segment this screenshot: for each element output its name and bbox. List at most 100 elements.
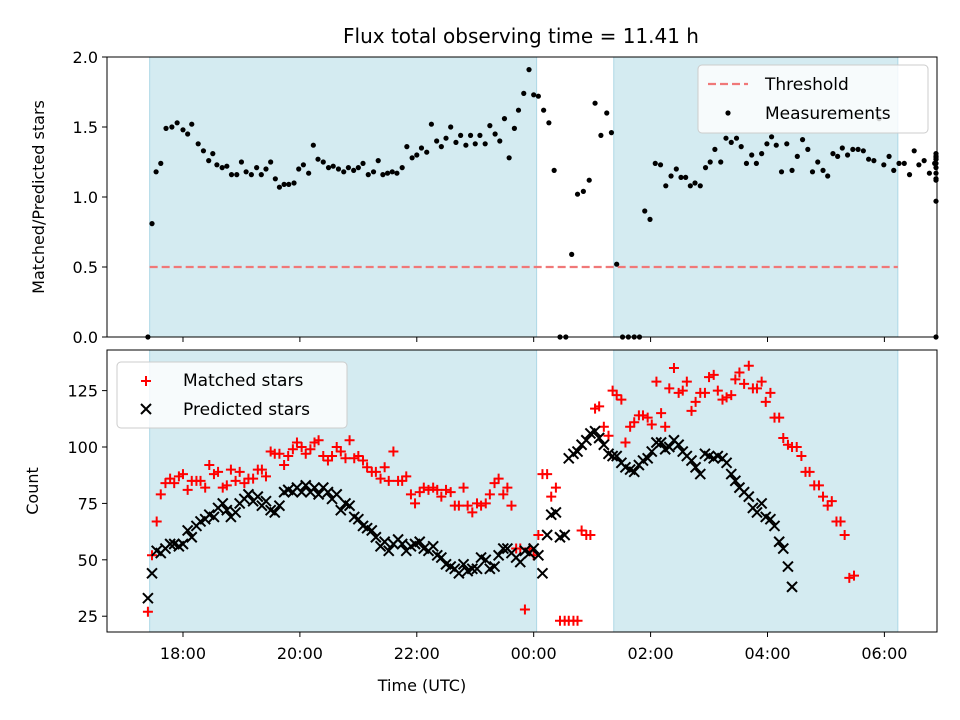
matched-star-point <box>169 478 180 489</box>
matched-star-point <box>358 455 369 466</box>
matched-star-point <box>436 491 447 502</box>
measurement-point <box>228 172 235 178</box>
shaded-region <box>149 57 537 337</box>
matched-star-point <box>296 442 307 453</box>
matched-star-point <box>730 374 741 385</box>
measurement-point <box>394 170 400 176</box>
predicted-star-point <box>610 450 623 462</box>
matched-star-point <box>804 466 815 477</box>
matched-star-point <box>340 453 351 464</box>
legend-box <box>116 361 348 429</box>
predicted-star-point <box>269 506 281 519</box>
matched-star-point <box>818 491 829 502</box>
measurement-point <box>206 158 212 164</box>
measurement-point <box>384 170 391 176</box>
matched-star-point <box>182 484 193 495</box>
matched-star-point <box>743 360 754 371</box>
measurement-point <box>180 127 186 133</box>
measurement-point <box>506 155 512 161</box>
predicted-star-point <box>743 490 755 503</box>
matched-star-point <box>585 529 596 540</box>
measurement-point <box>404 144 410 150</box>
predicted-star-point <box>331 488 343 501</box>
measurement-point <box>933 153 939 159</box>
matched-star-point <box>620 437 631 448</box>
measurement-point <box>773 142 779 148</box>
measurement-point <box>281 181 287 187</box>
measurement-point <box>195 141 201 147</box>
matched-star-point <box>383 475 394 486</box>
predicted-star-point <box>641 452 654 464</box>
measurement-point <box>614 261 620 267</box>
matched-star-point <box>826 496 837 507</box>
predicted-star-point <box>471 563 483 575</box>
predicted-star-point <box>777 542 789 555</box>
matched-star-point <box>572 615 583 626</box>
matched-star-point <box>462 500 473 511</box>
measurement-point <box>351 167 357 173</box>
matched-star-point <box>401 471 412 482</box>
matched-star-point <box>195 475 206 486</box>
measurement-point <box>881 162 887 168</box>
measurement-point <box>200 148 207 154</box>
measurement-point <box>598 132 604 138</box>
measurement-point <box>428 121 435 127</box>
measurement-point <box>291 180 297 186</box>
matched-star-point <box>844 572 855 583</box>
matched-star-point <box>467 507 478 518</box>
predicted-star-point <box>550 506 562 519</box>
legend-predicted-swatch <box>140 403 152 415</box>
legend-matched-label: Matched stars <box>183 371 303 391</box>
shaded-region <box>613 350 898 632</box>
count-panel-ylabel: Count <box>23 467 42 515</box>
measurement-point <box>778 169 785 175</box>
matched-star-point <box>260 471 271 482</box>
measurement-point <box>487 123 493 129</box>
matched-star-point <box>677 385 688 396</box>
count-panel-shading <box>149 350 899 632</box>
measurement-point <box>325 165 332 171</box>
measurement-point <box>438 144 444 150</box>
matched-star-point <box>796 451 807 462</box>
measurement-point <box>657 162 664 168</box>
x-tick-label: 00:00 <box>511 644 557 663</box>
matched-star-point <box>480 498 491 509</box>
measurement-point <box>764 141 770 147</box>
y-tick-label: 125 <box>67 382 98 401</box>
measurement-point <box>443 135 449 141</box>
measurement-point <box>652 160 658 166</box>
measurement-point <box>370 169 377 175</box>
matched-star-point <box>379 462 390 473</box>
measurement-point <box>933 165 939 171</box>
measurement-point <box>855 146 861 152</box>
matched-star-point <box>405 489 416 500</box>
predicted-star-point <box>628 466 640 478</box>
measurement-point <box>365 172 371 178</box>
measurement-point <box>933 177 939 183</box>
predicted-star-point <box>571 445 584 458</box>
predicted-star-point <box>480 554 492 566</box>
measurement-point <box>668 173 674 179</box>
matched-star-point <box>576 525 587 536</box>
predicted-star-point <box>672 439 685 451</box>
predicted-star-point <box>335 504 347 516</box>
measurement-point <box>389 169 395 175</box>
predicted-star-point <box>217 497 229 510</box>
predicted-star-point <box>598 439 610 451</box>
measurement-point <box>477 132 483 138</box>
measurement-point <box>753 160 759 166</box>
ratio-panel: 0.00.51.01.52.0 Matched/Predicted stars … <box>29 48 939 347</box>
predicted-star-point <box>453 567 465 580</box>
predicted-star-point <box>414 536 426 548</box>
measurement-point <box>886 153 892 159</box>
measurement-point <box>789 167 795 173</box>
predicted-star-point <box>366 524 378 537</box>
matched-star-point <box>791 442 802 453</box>
measurement-point <box>467 132 474 138</box>
measurement-point <box>341 169 347 175</box>
measurement-point <box>360 160 366 166</box>
matched-star-point <box>734 367 745 378</box>
matched-star-point <box>686 405 697 416</box>
matched-star-point <box>637 410 648 421</box>
matched-star-point <box>594 401 605 412</box>
